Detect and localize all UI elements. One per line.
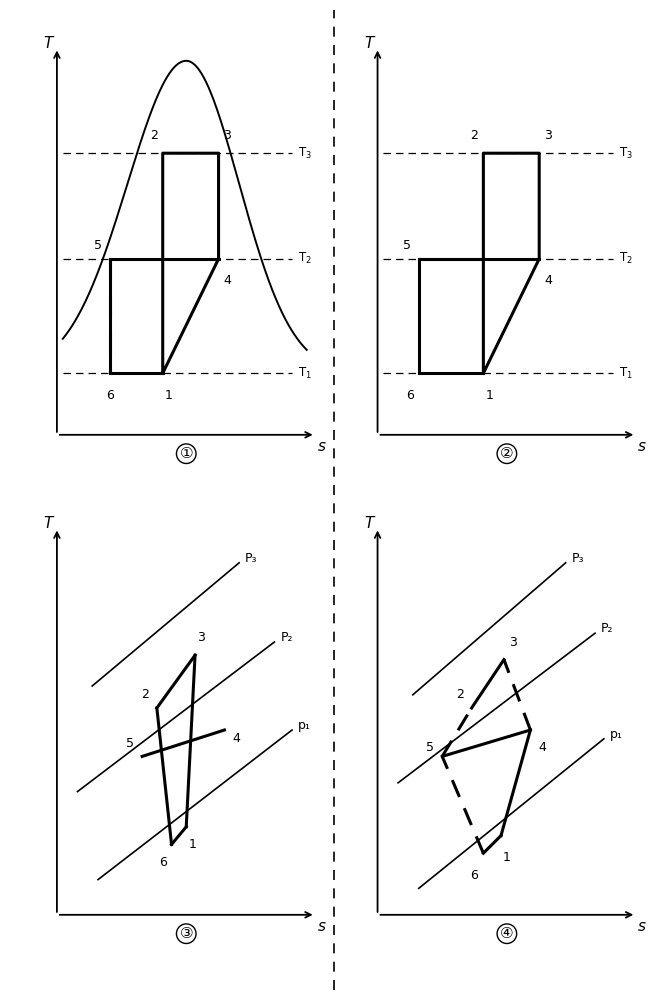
Text: T$_1$: T$_1$ [298,366,312,381]
Text: s: s [317,919,325,934]
Text: p₁: p₁ [298,719,311,732]
Text: T: T [364,516,373,531]
Text: 5: 5 [94,239,102,252]
Text: 1: 1 [165,389,172,402]
Text: P₃: P₃ [572,552,584,565]
Text: 5: 5 [126,737,134,750]
Text: s: s [317,439,325,454]
Text: 1: 1 [503,851,511,864]
Text: T: T [364,36,373,51]
Text: 5: 5 [403,239,411,252]
Text: 3: 3 [509,636,516,648]
Text: P₂: P₂ [601,622,613,635]
Text: 4: 4 [544,274,552,287]
Text: 2: 2 [471,129,478,142]
Text: 1: 1 [188,838,196,851]
Text: T: T [43,36,53,51]
Text: T$_2$: T$_2$ [619,251,633,266]
Text: 3: 3 [197,631,205,644]
Text: ②: ② [500,446,514,461]
Text: ④: ④ [500,926,514,941]
Text: 1: 1 [486,389,493,402]
Text: P₂: P₂ [281,631,293,644]
Text: 5: 5 [426,741,434,754]
Text: ①: ① [180,446,193,461]
Text: 2: 2 [150,129,158,142]
Text: 2: 2 [141,688,149,701]
Text: 2: 2 [456,688,464,701]
Text: s: s [638,919,646,934]
Text: 4: 4 [232,732,240,745]
Text: 4: 4 [538,741,546,754]
Text: T: T [43,516,53,531]
Text: 6: 6 [471,869,478,882]
Text: s: s [638,439,646,454]
Text: ③: ③ [180,926,193,941]
Text: T$_3$: T$_3$ [298,146,312,161]
Text: 3: 3 [544,129,552,142]
Text: 6: 6 [406,389,413,402]
Text: T$_2$: T$_2$ [298,251,312,266]
Text: 3: 3 [224,129,231,142]
Text: 4: 4 [224,274,231,287]
Text: 6: 6 [106,389,114,402]
Text: 6: 6 [159,856,166,868]
Text: p₁: p₁ [610,728,623,741]
Text: T$_1$: T$_1$ [619,366,633,381]
Text: P₃: P₃ [245,552,258,565]
Text: T$_3$: T$_3$ [619,146,633,161]
